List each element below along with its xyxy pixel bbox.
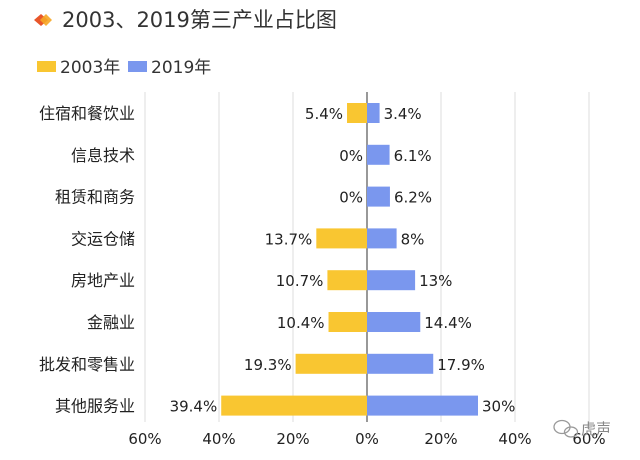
x-tick-label: 60% xyxy=(572,430,605,448)
legend-swatch-2003 xyxy=(37,61,56,72)
category-label: 批发和零售业 xyxy=(39,355,135,374)
value-label-2019: 3.4% xyxy=(384,105,422,123)
bar-2019 xyxy=(367,228,397,249)
x-tick-label: 40% xyxy=(202,430,235,448)
bar-2003 xyxy=(327,270,367,291)
bar-2019 xyxy=(367,144,390,165)
value-label-2003: 5.4% xyxy=(305,105,343,123)
legend: 2003年 2019年 xyxy=(37,58,211,78)
bar-2003 xyxy=(328,312,367,332)
value-labels: 5.4% 3.4% 0% 6.1% 0% 6.2% 13.7% 8% 10.7% 13% 10.4%… xyxy=(170,105,516,416)
bar-2019 xyxy=(367,353,434,374)
value-label-2019: 13% xyxy=(419,272,452,290)
legend-label-2003: 2003年 xyxy=(60,58,120,78)
bar-2019 xyxy=(367,312,421,332)
x-tick-label: 20% xyxy=(424,430,457,448)
watermark: 虎声 xyxy=(553,419,611,438)
bar-2019 xyxy=(367,270,416,291)
category-label: 交运仓储 xyxy=(71,229,135,248)
value-label-2003: 39.4% xyxy=(170,398,218,416)
bar-2003 xyxy=(347,103,367,123)
bar-2003 xyxy=(295,353,367,374)
category-label: 其他服务业 xyxy=(55,397,135,416)
bar-2003 xyxy=(221,395,367,416)
wechat-icon xyxy=(553,419,579,438)
value-label-2019: 6.2% xyxy=(394,189,432,207)
x-tick-label: 60% xyxy=(128,430,161,448)
value-label-2019: 30% xyxy=(482,398,515,416)
category-label: 房地产业 xyxy=(71,271,135,290)
category-label: 金融业 xyxy=(87,313,135,332)
value-label-2003: 13.7% xyxy=(265,230,313,248)
value-label-2019: 6.1% xyxy=(394,147,432,165)
value-label-2003: 10.7% xyxy=(276,272,324,290)
watermark-text: 虎声 xyxy=(581,420,611,438)
category-label: 信息技术 xyxy=(71,146,135,165)
category-label: 租赁和商务 xyxy=(55,188,135,207)
bars xyxy=(221,103,478,416)
title-icon xyxy=(34,14,52,26)
x-tick-label: 40% xyxy=(498,430,531,448)
value-label-2019: 14.4% xyxy=(424,314,472,332)
value-label-2003: 0% xyxy=(339,189,363,207)
value-label-2019: 8% xyxy=(401,230,425,248)
bar-2019 xyxy=(367,395,478,416)
x-tick-label: 20% xyxy=(276,430,309,448)
value-label-2003: 0% xyxy=(339,147,363,165)
bar-2003 xyxy=(316,228,367,249)
value-label-2003: 10.4% xyxy=(277,314,325,332)
bar-2019 xyxy=(367,186,390,207)
legend-label-2019: 2019年 xyxy=(151,58,211,78)
legend-swatch-2019 xyxy=(128,61,147,72)
value-label-2019: 17.9% xyxy=(437,356,485,374)
bar-2019 xyxy=(367,103,380,123)
value-label-2003: 19.3% xyxy=(244,356,292,374)
category-label: 住宿和餐饮业 xyxy=(39,104,135,123)
chart-title: 2003、2019第三产业占比图 xyxy=(62,8,337,32)
x-axis-tick-labels: 60% 40% 20% 0% 20% 40% 60% xyxy=(128,430,605,448)
x-tick-label: 0% xyxy=(355,430,379,448)
